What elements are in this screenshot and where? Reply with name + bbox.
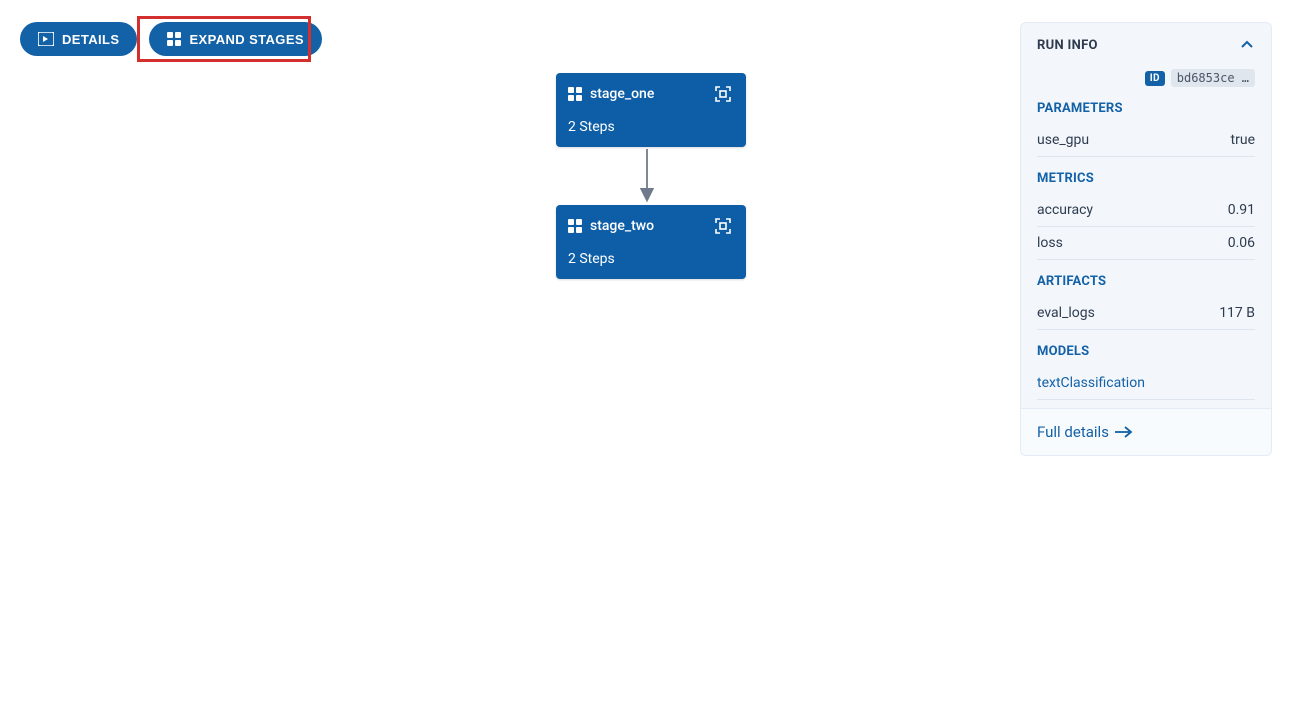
param-key: use_gpu: [1037, 132, 1089, 148]
artifact-key: eval_logs: [1037, 305, 1095, 321]
grid-icon: [568, 219, 582, 233]
run-info-title: RUN INFO: [1037, 38, 1098, 53]
run-id-row: ID bd6853ce …: [1037, 69, 1255, 87]
stage-title: stage_two: [590, 218, 704, 234]
model-link[interactable]: textClassification: [1037, 375, 1145, 391]
section-title-artifacts: ARTIFACTS: [1037, 274, 1255, 289]
metric-row: loss 0.06: [1037, 227, 1255, 260]
model-row: textClassification: [1037, 367, 1255, 400]
run-info-header: RUN INFO: [1021, 23, 1271, 63]
metric-value: 0.06: [1228, 235, 1255, 251]
param-row: use_gpu true: [1037, 124, 1255, 157]
param-value: true: [1231, 132, 1255, 148]
arrow-right-icon: [1115, 426, 1133, 438]
focus-icon: [714, 85, 732, 103]
stage-steps-label: 2 Steps: [568, 251, 734, 267]
stage-node-one[interactable]: stage_one 2 Steps: [556, 73, 746, 147]
artifact-row: eval_logs 117 B: [1037, 297, 1255, 330]
focus-icon: [714, 217, 732, 235]
artifact-value: 117 B: [1219, 305, 1255, 321]
flow-edge: [637, 149, 657, 207]
full-details-label: Full details: [1037, 423, 1109, 441]
collapse-button[interactable]: [1239, 37, 1255, 53]
run-id-chip[interactable]: bd6853ce …: [1171, 69, 1255, 87]
id-badge: ID: [1145, 71, 1165, 86]
run-info-body: ID bd6853ce … PARAMETERS use_gpu true ME…: [1021, 69, 1271, 408]
stage-steps-label: 2 Steps: [568, 119, 734, 135]
section-title-metrics: METRICS: [1037, 171, 1255, 186]
stage-header: stage_one: [568, 83, 734, 105]
metric-key: loss: [1037, 235, 1063, 251]
stage-header: stage_two: [568, 215, 734, 237]
stage-title: stage_one: [590, 86, 704, 102]
run-info-panel: RUN INFO ID bd6853ce … PARAMETERS use_gp…: [1020, 22, 1272, 456]
section-title-parameters: PARAMETERS: [1037, 101, 1255, 116]
run-info-footer: Full details: [1021, 408, 1271, 455]
chevron-up-icon: [1239, 37, 1255, 53]
metric-key: accuracy: [1037, 202, 1093, 218]
full-details-link[interactable]: Full details: [1037, 423, 1133, 441]
focus-stage-button[interactable]: [712, 215, 734, 237]
section-title-models: MODELS: [1037, 344, 1255, 359]
focus-stage-button[interactable]: [712, 83, 734, 105]
grid-icon: [568, 87, 582, 101]
metric-value: 0.91: [1228, 202, 1255, 218]
stage-node-two[interactable]: stage_two 2 Steps: [556, 205, 746, 279]
metric-row: accuracy 0.91: [1037, 194, 1255, 227]
